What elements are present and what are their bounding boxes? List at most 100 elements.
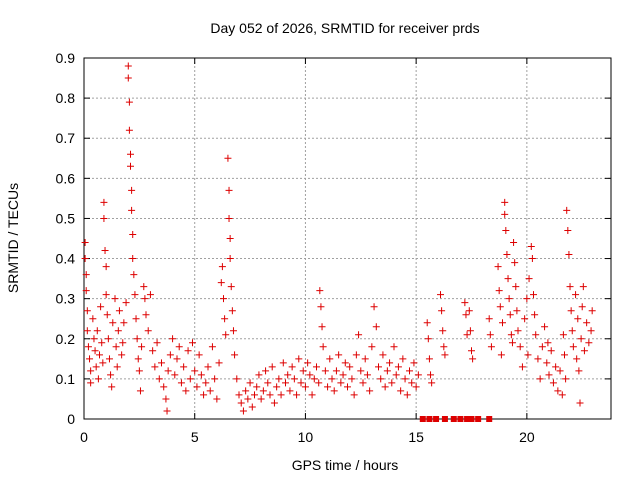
data-point <box>503 251 511 259</box>
data-point <box>499 319 506 327</box>
data-point <box>524 351 532 359</box>
data-point <box>512 283 520 291</box>
data-point <box>255 371 263 379</box>
data-point <box>577 335 585 343</box>
data-point <box>127 162 134 170</box>
data-point <box>439 327 447 335</box>
data-point <box>268 363 276 371</box>
data-point <box>94 375 102 383</box>
chart-title: Day 052 of 2026, SRMTID for receiver prd… <box>210 20 479 36</box>
data-point <box>182 387 190 395</box>
data-point <box>93 327 101 335</box>
data-point <box>563 206 571 214</box>
data-point <box>124 62 132 70</box>
data-point <box>318 323 326 331</box>
data-point <box>301 383 309 391</box>
data-point <box>514 327 522 335</box>
data-point <box>497 351 505 359</box>
data-point <box>129 255 137 263</box>
data-point <box>288 363 296 371</box>
data-point <box>543 359 551 367</box>
data-point <box>528 255 536 263</box>
data-point <box>82 287 90 295</box>
data-point <box>399 355 407 363</box>
data-point <box>383 367 391 375</box>
data-point <box>321 367 329 375</box>
data-point <box>564 226 572 234</box>
y-tick-label: 0.4 <box>56 251 76 267</box>
data-point <box>128 186 136 194</box>
data-point-zero <box>426 416 433 422</box>
data-point <box>229 327 237 335</box>
data-point <box>502 226 510 234</box>
data-point <box>559 331 567 339</box>
data-points <box>81 62 596 422</box>
data-point <box>545 371 553 379</box>
data-point <box>424 335 432 343</box>
data-point <box>132 315 140 323</box>
data-point <box>335 351 343 359</box>
data-point <box>510 239 518 247</box>
data-point <box>552 363 560 371</box>
data-point <box>487 343 495 351</box>
data-point <box>98 339 106 347</box>
data-point <box>102 263 110 271</box>
data-point <box>208 343 216 351</box>
data-point <box>531 311 539 319</box>
data-point <box>437 291 444 299</box>
data-point <box>164 367 172 375</box>
data-point <box>359 379 367 387</box>
data-point <box>304 359 312 367</box>
data-point <box>186 375 194 383</box>
data-point <box>339 371 347 379</box>
data-point <box>248 403 256 411</box>
data-point <box>204 363 212 371</box>
data-point <box>136 387 144 395</box>
data-point <box>297 379 305 387</box>
data-point <box>377 375 385 383</box>
data-point-zero <box>464 416 471 422</box>
data-point <box>253 383 261 391</box>
data-point <box>350 391 358 399</box>
data-point <box>217 279 225 287</box>
data-point <box>466 327 474 335</box>
data-point <box>293 391 301 399</box>
data-point <box>306 371 314 379</box>
data-point <box>315 379 323 387</box>
data-point-zero <box>441 416 448 422</box>
data-point <box>87 379 95 387</box>
data-point <box>375 363 382 371</box>
data-point <box>284 371 292 379</box>
x-tick-label: 15 <box>408 429 424 445</box>
data-point <box>440 343 448 351</box>
data-point <box>149 347 157 355</box>
data-point <box>246 379 254 387</box>
data-point <box>403 391 411 399</box>
data-point <box>536 375 544 383</box>
data-point <box>195 351 203 359</box>
data-point <box>410 359 418 367</box>
data-point <box>142 311 150 319</box>
data-point <box>561 351 568 359</box>
data-point <box>525 275 533 283</box>
data-point <box>228 307 236 315</box>
data-point <box>326 355 334 363</box>
data-point <box>111 295 119 303</box>
data-point <box>511 259 519 267</box>
data-point <box>151 363 159 371</box>
data-point <box>118 351 126 359</box>
data-point <box>101 247 109 255</box>
data-point <box>144 327 152 335</box>
data-point <box>163 407 171 415</box>
data-point <box>506 311 514 319</box>
data-point <box>239 407 247 415</box>
data-point <box>82 271 90 279</box>
data-point <box>200 391 208 399</box>
data-point <box>259 387 267 395</box>
data-point <box>565 251 573 259</box>
data-point <box>231 351 239 359</box>
data-point <box>575 367 583 375</box>
data-point <box>197 371 205 379</box>
data-point <box>81 255 89 263</box>
